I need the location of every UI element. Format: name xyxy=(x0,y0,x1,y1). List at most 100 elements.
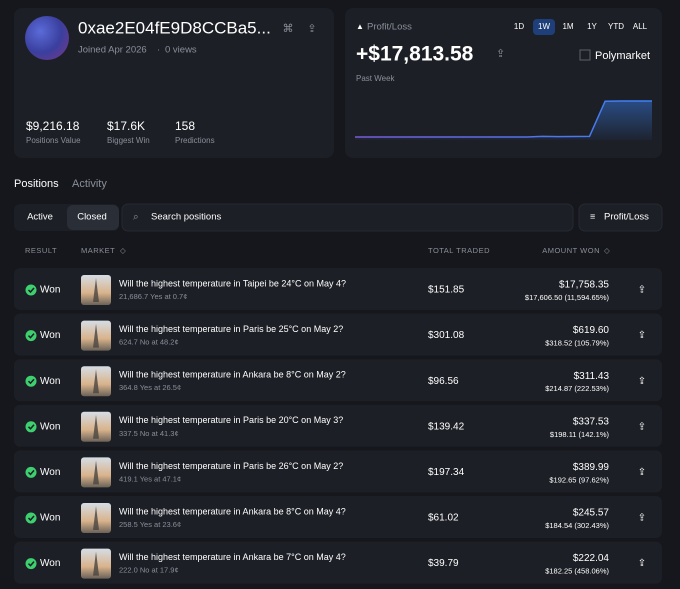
brand-logo xyxy=(579,49,591,61)
brand: Polymarket xyxy=(595,50,650,62)
question[interactable]: Will the highest temperature in Ankara b… xyxy=(119,552,346,562)
row[interactable] xyxy=(14,450,662,493)
profit-line xyxy=(355,100,652,138)
check xyxy=(27,469,35,476)
thumbnail-tower xyxy=(93,323,99,348)
stat-label: Predictions xyxy=(175,136,215,145)
range-button[interactable]: YTD xyxy=(608,22,624,31)
avatar xyxy=(25,16,69,60)
search-box[interactable] xyxy=(121,203,574,232)
row-share[interactable]: ⇪ xyxy=(638,558,646,569)
tab[interactable]: Positions xyxy=(14,178,59,190)
question[interactable]: Will the highest temperature in Paris be… xyxy=(119,415,343,425)
search-placeholder: Search positions xyxy=(151,212,221,223)
copy-icon[interactable]: ⌘ xyxy=(283,23,294,35)
share-icon[interactable]: ⇪ xyxy=(307,23,316,35)
thumbnail-tower xyxy=(93,551,99,576)
row-share[interactable]: ⇪ xyxy=(638,285,646,296)
detail: 419.1 Yes at 47.1¢ xyxy=(119,474,181,483)
thumbnail-tower xyxy=(93,369,99,394)
result: Won xyxy=(40,558,60,569)
sort-icon: ≡ xyxy=(590,211,595,221)
row-share[interactable]: ⇪ xyxy=(638,513,646,524)
row[interactable] xyxy=(14,541,662,584)
range-button[interactable]: ALL xyxy=(633,22,648,31)
total: $39.79 xyxy=(428,558,459,569)
pnl: $192.65 (97.62%) xyxy=(549,475,609,484)
result: Won xyxy=(40,421,60,432)
row[interactable] xyxy=(14,313,662,356)
amount: $619.60 xyxy=(573,325,610,336)
total: $301.08 xyxy=(428,330,465,341)
profile-card xyxy=(14,8,334,158)
range-button[interactable]: 1Y xyxy=(587,22,597,31)
won-icon xyxy=(25,375,37,387)
result: Won xyxy=(40,467,60,478)
question[interactable]: Will the highest temperature in Ankara b… xyxy=(119,506,346,516)
question[interactable]: Will the highest temperature in Paris be… xyxy=(119,461,343,471)
sort-label: Profit/Loss xyxy=(604,212,649,223)
amount: $17,758.35 xyxy=(559,280,609,291)
thumbnail-tower xyxy=(93,460,99,485)
result: Won xyxy=(40,330,60,341)
row[interactable] xyxy=(14,404,662,447)
share-icon[interactable]: ⇪ xyxy=(496,48,505,60)
profit-card xyxy=(345,8,662,158)
result: Won xyxy=(40,285,60,296)
range-button[interactable]: 1W xyxy=(538,22,550,31)
thumbnail-tower xyxy=(93,506,99,530)
stat-value: 158 xyxy=(175,119,195,133)
row[interactable] xyxy=(14,496,662,538)
row[interactable] xyxy=(14,359,662,402)
pnl: $17,606.50 (11,594.65%) xyxy=(525,293,610,302)
stat-value: $17.6K xyxy=(107,119,145,133)
check xyxy=(27,333,35,339)
period: Past Week xyxy=(356,74,396,83)
amount: $245.57 xyxy=(573,508,610,519)
column-header: TOTAL TRADED xyxy=(428,246,490,255)
result: Won xyxy=(40,376,60,387)
detail: 337.5 No at 41.3¢ xyxy=(119,429,179,438)
row-share[interactable]: ⇪ xyxy=(638,467,646,478)
check xyxy=(27,378,35,385)
up-icon: ▲ xyxy=(356,22,364,31)
sort-arrow: ◇ xyxy=(604,246,611,255)
range-highlight xyxy=(533,19,555,35)
filter-button[interactable]: Closed xyxy=(77,212,107,223)
column-header: RESULT xyxy=(25,246,57,255)
pnl: $318.52 (105.79%) xyxy=(545,339,609,348)
row[interactable] xyxy=(14,268,662,310)
check xyxy=(27,515,35,522)
range-button[interactable]: 1M xyxy=(562,22,573,31)
column-header[interactable]: MARKET xyxy=(81,246,115,255)
detail: 258.5 Yes at 23.6¢ xyxy=(119,520,181,529)
amount: $222.04 xyxy=(573,553,610,564)
won-icon xyxy=(25,512,37,524)
stat-value: $9,216.18 xyxy=(26,119,80,133)
profit-value: +$17,813.58 xyxy=(356,43,474,66)
range-button[interactable]: 1D xyxy=(514,22,524,31)
detail: 364.8 Yes at 26.5¢ xyxy=(119,383,181,392)
check xyxy=(27,424,35,430)
question[interactable]: Will the highest temperature in Ankara b… xyxy=(119,370,346,380)
row-share[interactable]: ⇪ xyxy=(638,330,646,341)
detail: 21,686.7 Yes at 0.7¢ xyxy=(119,292,187,301)
sort-button[interactable] xyxy=(578,203,663,232)
question[interactable]: Will the highest temperature in Paris be… xyxy=(119,324,343,334)
views: 0 views xyxy=(165,45,197,56)
detail: 624.7 No at 48.2¢ xyxy=(119,338,179,347)
won-icon xyxy=(25,466,37,478)
row-share[interactable]: ⇪ xyxy=(638,376,646,387)
pnl: $214.87 (222.53%) xyxy=(545,384,609,393)
column-header[interactable]: AMOUNT WON xyxy=(542,246,600,255)
total: $151.85 xyxy=(428,285,465,296)
filter-button[interactable]: Active xyxy=(27,212,53,223)
joined: Joined Apr 2026 xyxy=(78,45,147,56)
tab[interactable]: Activity xyxy=(72,178,107,190)
row-share[interactable]: ⇪ xyxy=(638,421,646,432)
pnl: $184.54 (302.43%) xyxy=(545,521,609,530)
won-icon xyxy=(25,330,37,342)
question[interactable]: Will the highest temperature in Taipei b… xyxy=(119,278,346,288)
